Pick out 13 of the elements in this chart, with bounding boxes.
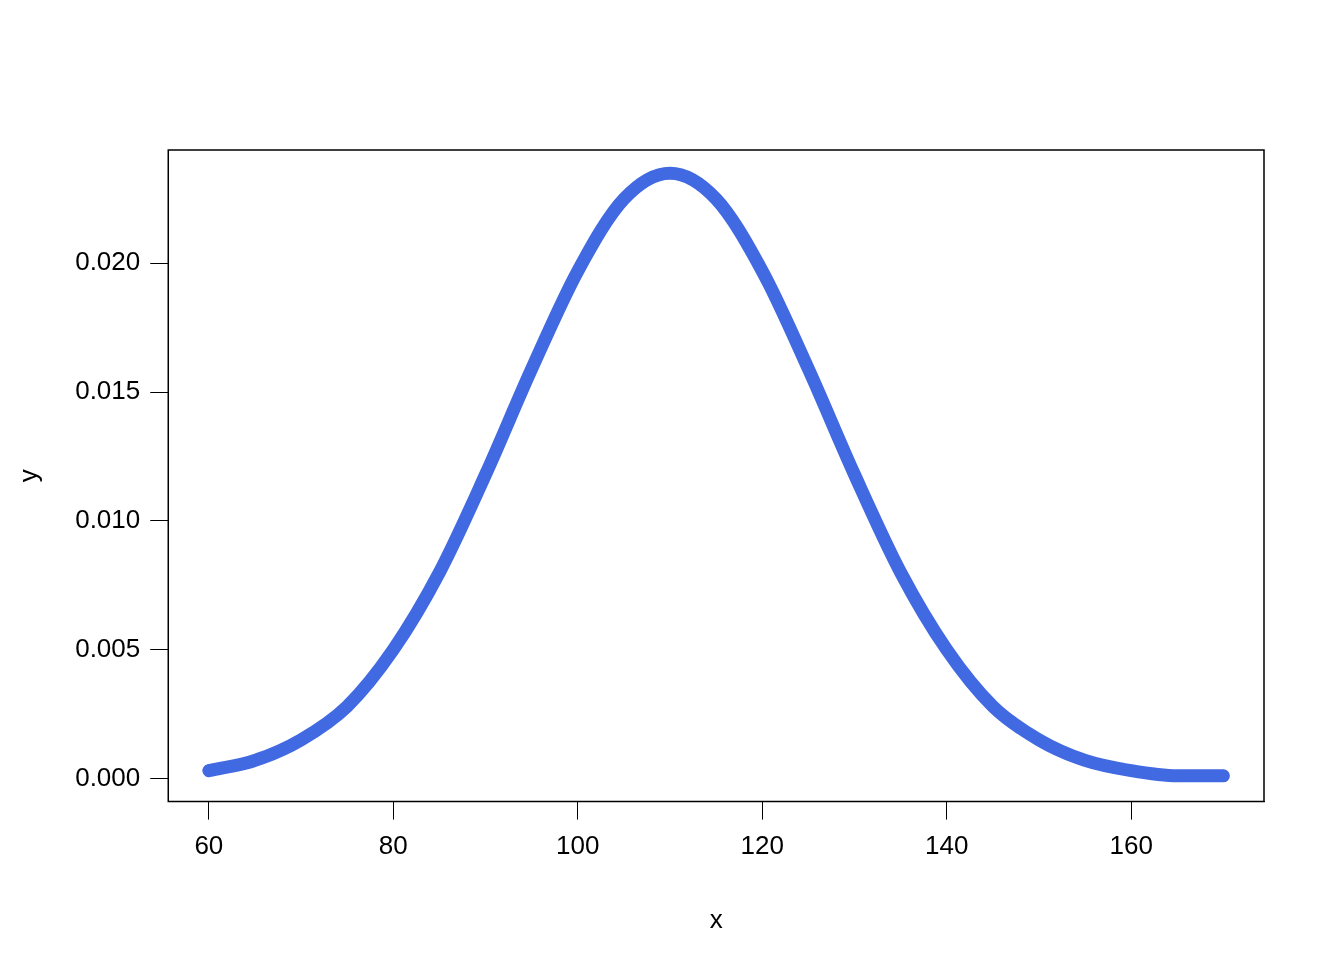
- y-tick-label: 0.005: [75, 632, 141, 663]
- x-tick-label: 160: [1109, 830, 1153, 861]
- y-tick-label: 0.020: [75, 246, 141, 277]
- x-axis-title: x: [709, 903, 723, 934]
- x-tick-label: 120: [740, 830, 784, 861]
- x-tick-label: 60: [194, 830, 224, 861]
- y-tick-label: 0.010: [75, 504, 141, 535]
- x-tick-label: 100: [556, 830, 600, 861]
- y-tick-label: 0.015: [75, 375, 141, 406]
- y-axis-title: y: [12, 469, 43, 483]
- x-tick-label: 80: [378, 830, 408, 861]
- x-tick-label: 140: [925, 830, 969, 861]
- y-tick-label: 0.000: [75, 761, 141, 792]
